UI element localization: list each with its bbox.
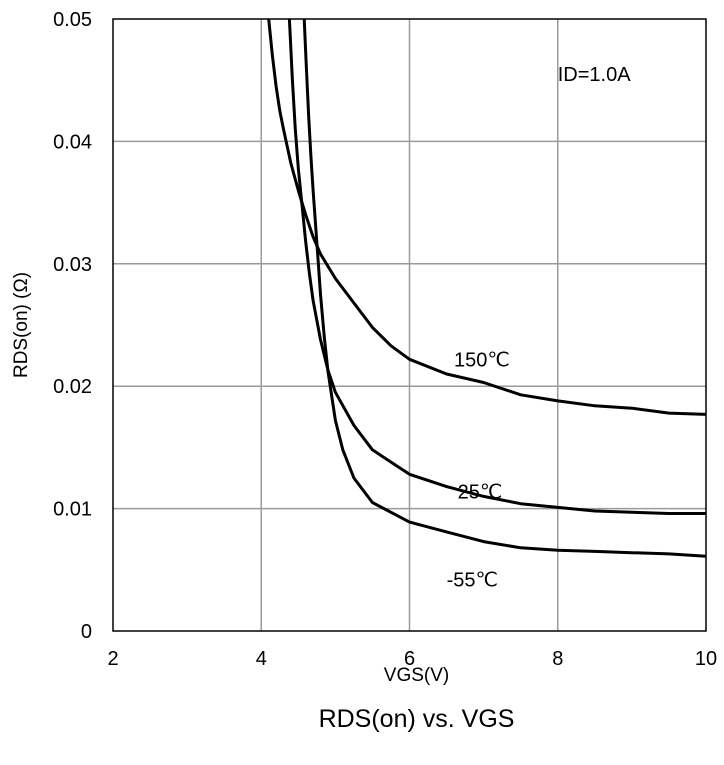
annotation-3: -55℃ (447, 570, 498, 592)
y-tick-label: 0.04 (53, 131, 92, 153)
y-tick-label: 0.05 (53, 9, 92, 31)
annotation-0: ID=1.0A (558, 64, 631, 86)
y-tick-label: 0.01 (53, 499, 92, 521)
series-line-1 (287, 19, 706, 515)
x-tick-label: 8 (552, 648, 563, 670)
annotation-1: 150℃ (454, 349, 510, 371)
x-tick-label: 6 (404, 648, 415, 670)
y-tick-label: 0 (81, 621, 92, 643)
grid-layer (113, 19, 706, 631)
x-tick-label: 4 (256, 648, 267, 670)
x-tick-label: 2 (107, 648, 118, 670)
x-tick-label: 10 (695, 648, 717, 670)
curve-layer (267, 19, 706, 558)
y-axis-title: RDS(on) (Ω) (11, 272, 32, 378)
annotations: ID=1.0A 150℃ 25℃ -55℃ (447, 64, 632, 592)
tick-labels: 2 4 6 8 10 0 0.01 0.02 0.03 0.04 0.05 (53, 9, 717, 670)
series-line-2 (302, 19, 706, 558)
series-line-0 (267, 19, 706, 416)
plot-frame (112, 18, 707, 632)
y-tick-label: 0.02 (53, 376, 92, 398)
x-axis-title: VGS(V) (384, 665, 449, 686)
chart-title: RDS(on) vs. VGS (319, 705, 515, 733)
y-tick-label: 0.03 (53, 254, 92, 276)
annotation-2: 25℃ (458, 481, 503, 503)
